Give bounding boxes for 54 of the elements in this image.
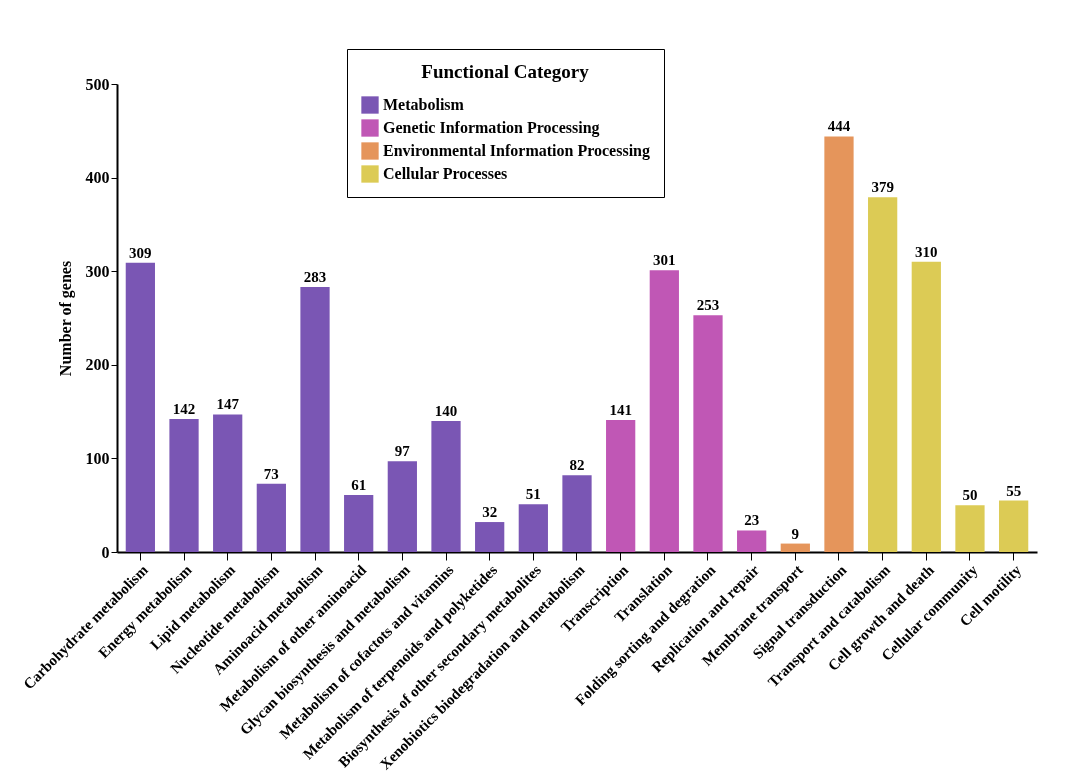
bar <box>911 261 941 552</box>
data-label: 379 <box>871 179 894 196</box>
bar <box>431 420 461 552</box>
bar <box>780 543 810 552</box>
bar <box>518 504 548 552</box>
data-label: 73 <box>263 465 279 482</box>
data-label: 55 <box>1006 482 1022 499</box>
data-label: 141 <box>609 402 632 419</box>
data-label: 147 <box>216 396 240 413</box>
bar <box>999 500 1029 552</box>
data-label: 51 <box>525 486 541 503</box>
y-tick-label: 200 <box>85 356 110 374</box>
data-label: 301 <box>653 252 676 269</box>
bar <box>300 287 330 552</box>
bar <box>387 461 417 552</box>
bar <box>213 414 243 552</box>
y-tick-label: 0 <box>101 543 110 561</box>
data-label: 142 <box>172 401 196 418</box>
bar <box>125 262 155 552</box>
y-tick-label: 300 <box>85 262 110 280</box>
bar <box>737 530 767 552</box>
data-label: 140 <box>434 402 458 419</box>
data-label: 253 <box>696 297 720 314</box>
data-label: 310 <box>915 243 938 260</box>
bar <box>955 505 985 552</box>
data-label: 23 <box>744 512 760 529</box>
legend-label: Cellular Processes <box>383 165 508 182</box>
bar <box>475 522 505 552</box>
legend-label: Genetic Information Processing <box>383 119 600 137</box>
data-label: 32 <box>482 504 498 521</box>
bar <box>606 420 636 552</box>
data-label: 82 <box>569 457 585 474</box>
bar <box>256 483 286 552</box>
y-tick-label: 400 <box>85 169 110 187</box>
y-tick-label: 100 <box>85 449 110 467</box>
data-label: 97 <box>394 443 411 460</box>
data-label: 283 <box>303 269 327 286</box>
bar <box>169 419 199 552</box>
bar <box>344 494 374 552</box>
y-tick-label: 500 <box>85 75 110 93</box>
y-axis-title: Number of genes <box>56 260 75 377</box>
data-label: 9 <box>791 525 800 542</box>
legend-label: Environmental Information Processing <box>383 142 650 160</box>
bar <box>649 270 679 552</box>
data-label: 61 <box>351 476 367 493</box>
data-label: 309 <box>129 244 152 261</box>
legend-title: Functional Category <box>421 61 590 82</box>
legend-label: Metabolism <box>383 96 465 113</box>
data-label: 50 <box>962 487 978 504</box>
data-label: 444 <box>827 118 851 135</box>
bar <box>868 197 898 552</box>
bar <box>562 475 592 552</box>
bar <box>693 315 723 552</box>
bar <box>824 136 854 552</box>
